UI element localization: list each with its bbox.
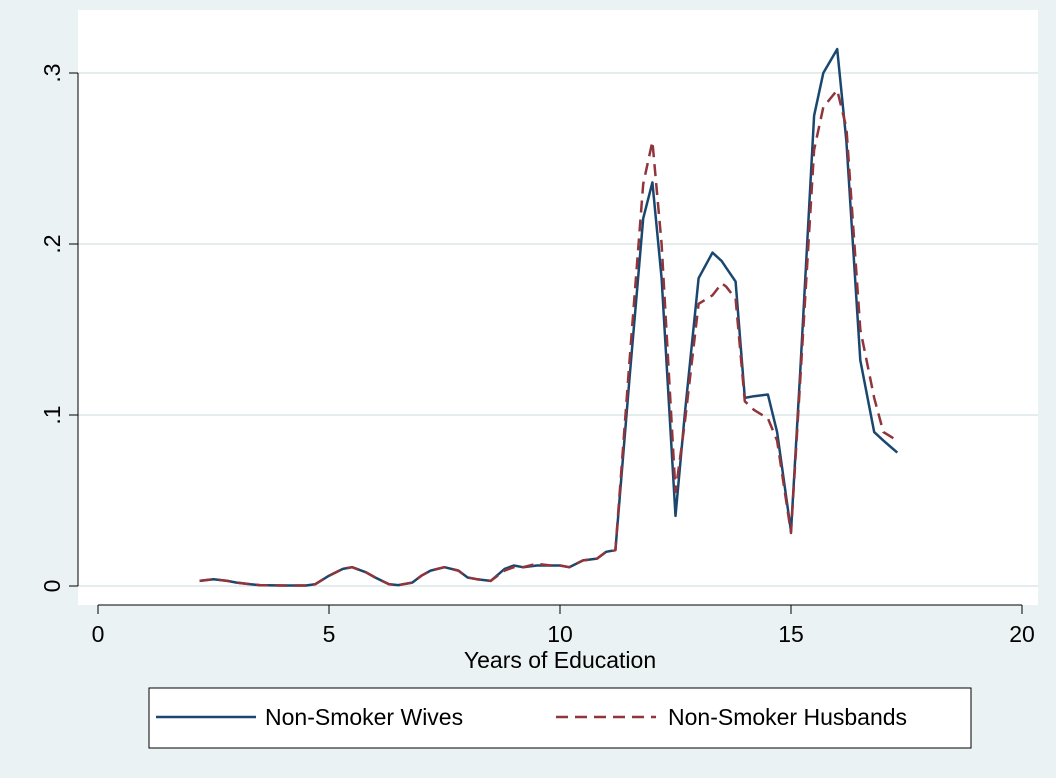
x-tick-label-0: 0 (92, 621, 105, 647)
legend-label-wives: Non-Smoker Wives (265, 704, 463, 730)
x-tick-label-2: 10 (547, 621, 573, 647)
y-axis-ticks: 0 .1 .2 .3 (39, 63, 78, 592)
data-series (199, 47, 899, 587)
y-tick-label-0: 0 (39, 580, 65, 593)
x-axis-label: Years of Education (464, 647, 656, 673)
legend-label-husbands: Non-Smoker Husbands (668, 704, 907, 730)
x-tick-label-4: 20 (1009, 621, 1035, 647)
x-axis-ticks: 0 5 10 15 20 (92, 605, 1035, 647)
legend: Non-Smoker Wives Non-Smoker Husbands (148, 687, 972, 749)
plot-area (78, 10, 1038, 605)
x-tick-label-3: 15 (778, 621, 804, 647)
series-line-non-smoker-husbands (199, 88, 898, 587)
x-tick-label-1: 5 (323, 621, 336, 647)
y-tick-label-2: .2 (39, 234, 65, 253)
y-tick-label-3: .3 (39, 63, 65, 82)
y-tick-label-1: .1 (39, 405, 65, 424)
